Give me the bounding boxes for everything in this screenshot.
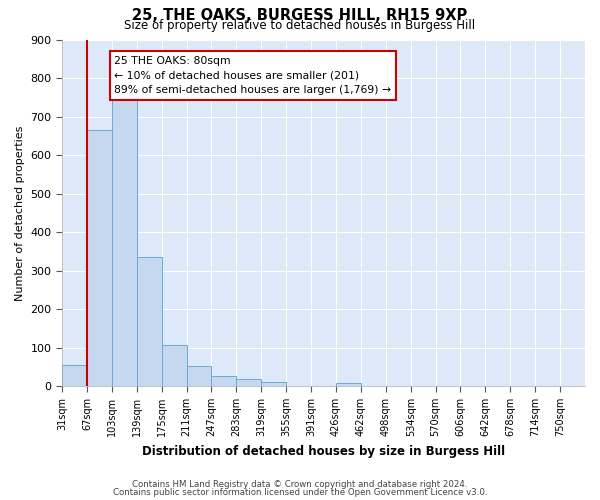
Bar — [336, 382, 361, 386]
X-axis label: Distribution of detached houses by size in Burgess Hill: Distribution of detached houses by size … — [142, 444, 505, 458]
Bar — [261, 382, 286, 386]
Bar — [62, 365, 87, 386]
Text: Contains public sector information licensed under the Open Government Licence v3: Contains public sector information licen… — [113, 488, 487, 497]
Text: 25 THE OAKS: 80sqm
← 10% of detached houses are smaller (201)
89% of semi-detach: 25 THE OAKS: 80sqm ← 10% of detached hou… — [115, 56, 392, 95]
Bar — [161, 345, 187, 387]
Text: Contains HM Land Registry data © Crown copyright and database right 2024.: Contains HM Land Registry data © Crown c… — [132, 480, 468, 489]
Bar — [112, 98, 137, 387]
Text: 25, THE OAKS, BURGESS HILL, RH15 9XP: 25, THE OAKS, BURGESS HILL, RH15 9XP — [133, 8, 467, 22]
Bar — [137, 258, 161, 386]
Text: Size of property relative to detached houses in Burgess Hill: Size of property relative to detached ho… — [124, 18, 476, 32]
Bar — [87, 130, 112, 386]
Y-axis label: Number of detached properties: Number of detached properties — [15, 126, 25, 301]
Bar — [211, 376, 236, 386]
Bar — [236, 378, 261, 386]
Bar — [187, 366, 211, 386]
